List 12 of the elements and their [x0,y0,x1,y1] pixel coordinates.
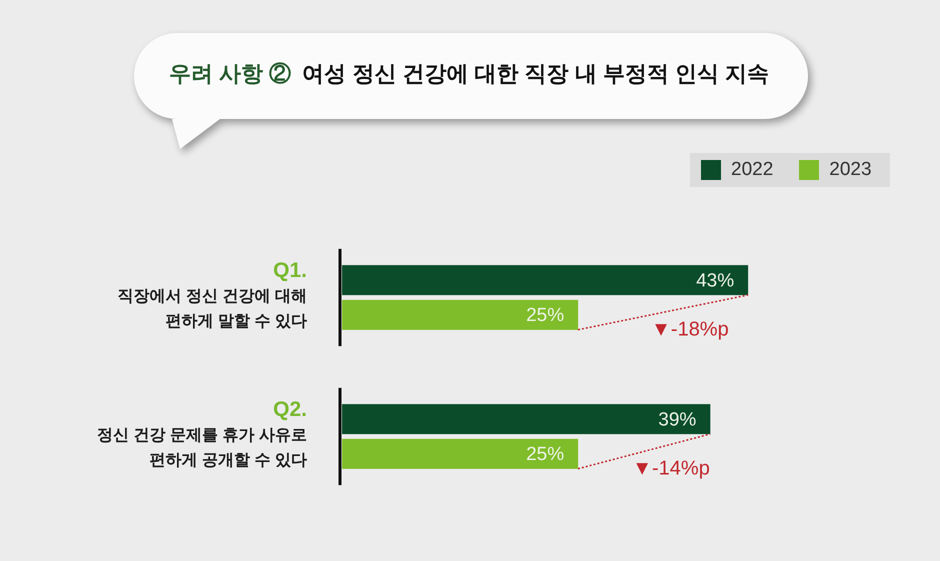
legend-label: 2023 [829,159,872,181]
y-tick-label: Q1. 직장에서 정신 건강에 대해 편하게 말할 수 있다 [118,258,307,332]
legend-label: 2022 [731,159,774,181]
data-label: 25% [526,305,564,326]
annotation: ▼-14%p [632,457,710,480]
chart-subtitle: 여성 정신 건강에 대한 직장 내 부정적 인식 지속 [302,60,770,88]
y-tick-label: Q2. 정신 건강 문제를 휴가 사유로 편하게 공개할 수 있다 [97,396,307,470]
data-label: 43% [696,270,734,292]
data-label: 39% [658,409,696,430]
chart-title: 우려 사항 ② [169,60,292,88]
annotation: ▼-18%p [651,318,729,342]
data-label: 25% [526,444,564,466]
